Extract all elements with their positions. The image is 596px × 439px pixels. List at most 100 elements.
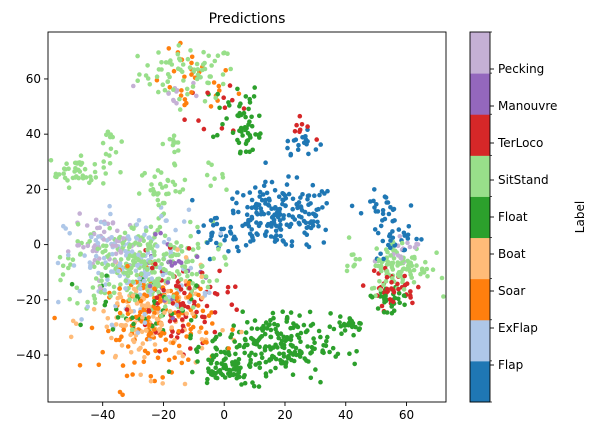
scatter-point <box>125 311 131 317</box>
scatter-point <box>109 335 114 341</box>
scatter-point <box>290 344 295 349</box>
scatter-point <box>289 239 295 244</box>
scatter-point <box>375 209 381 214</box>
scatter-point <box>119 343 125 348</box>
scatter-point <box>202 66 208 72</box>
scatter-point <box>167 85 173 90</box>
scatter-point <box>171 97 176 103</box>
scatter-point <box>269 224 274 229</box>
scatter-point <box>158 213 164 219</box>
scatter-point <box>331 326 337 332</box>
scatter-point <box>276 335 282 341</box>
scatter-point <box>288 350 294 356</box>
scatter-point <box>189 54 195 60</box>
scatter-point <box>249 197 255 203</box>
scatter-point <box>374 202 379 207</box>
scatter-point <box>399 240 405 246</box>
scatter-point <box>110 327 116 332</box>
scatter-point <box>56 299 61 305</box>
scatter-point <box>383 278 389 284</box>
scatter-point <box>130 258 136 264</box>
scatter-point <box>222 375 228 380</box>
scatter-point <box>149 276 155 281</box>
scatter-point <box>235 86 240 92</box>
scatter-point <box>200 279 206 285</box>
scatter-point <box>246 223 252 229</box>
scatter-point <box>113 322 119 327</box>
scatter-point <box>243 243 249 248</box>
scatter-point <box>286 212 292 218</box>
scatter-point <box>342 328 348 333</box>
scatter-point <box>174 302 179 308</box>
scatter-point <box>205 240 210 246</box>
scatter-point <box>96 234 101 239</box>
scatter-point <box>77 211 82 216</box>
scatter-point <box>391 255 397 261</box>
scatter-point <box>136 252 141 258</box>
scatter-point <box>116 268 121 274</box>
scatter-point <box>208 104 214 109</box>
scatter-point <box>152 310 157 316</box>
scatter-point <box>180 328 185 334</box>
scatter-point <box>416 284 421 290</box>
scatter-point <box>280 238 286 243</box>
scatter-point <box>146 309 152 314</box>
scatter-point <box>208 237 213 243</box>
scatter-point <box>203 330 209 336</box>
scatter-point <box>162 233 168 239</box>
scatter-point <box>208 74 213 79</box>
scatter-point <box>80 175 86 181</box>
scatter-point <box>290 196 296 202</box>
scatter-point <box>188 318 194 323</box>
scatter-point <box>347 351 352 357</box>
scatter-point <box>352 262 358 268</box>
scatter-point <box>188 265 194 271</box>
scatter-point <box>247 353 252 359</box>
scatter-point <box>251 383 257 389</box>
scatter-point <box>423 259 428 265</box>
scatter-point <box>319 189 325 194</box>
scatter-point <box>257 194 263 199</box>
scatter-point <box>190 324 196 330</box>
scatter-point <box>110 262 116 268</box>
scatter-point <box>180 353 186 359</box>
scatter-point <box>107 161 113 166</box>
scatter-point <box>155 227 160 233</box>
scatter-point <box>176 259 182 264</box>
scatter-point <box>159 330 165 336</box>
scatter-point <box>158 321 164 326</box>
scatter-point <box>228 224 234 230</box>
scatter-point <box>61 223 66 229</box>
scatter-point <box>284 360 289 365</box>
scatter-point <box>270 214 276 219</box>
scatter-point <box>197 329 202 335</box>
scatter-point <box>286 191 292 197</box>
scatter-point <box>257 365 263 371</box>
scatter-point <box>384 268 390 274</box>
scatter-point <box>375 230 381 236</box>
scatter-point <box>232 363 238 368</box>
scatter-point <box>160 82 166 87</box>
scatter-point <box>325 334 330 340</box>
scatter-point <box>65 178 70 183</box>
scatter-point <box>145 247 150 253</box>
scatter-point <box>167 74 172 80</box>
scatter-point <box>67 296 72 302</box>
scatter-point <box>194 283 199 288</box>
scatter-point <box>136 257 141 263</box>
scatter-point <box>171 87 176 92</box>
scatter-point <box>208 183 213 189</box>
scatter-point <box>168 333 174 339</box>
scatter-point <box>144 266 150 272</box>
scatter-point <box>414 263 419 268</box>
scatter-point <box>224 116 229 121</box>
scatter-point <box>214 240 219 246</box>
scatter-point <box>312 340 317 346</box>
scatter-point <box>175 51 181 57</box>
scatter-point <box>229 332 235 337</box>
scatter-point <box>190 84 196 89</box>
scatter-point <box>395 253 401 258</box>
scatter-point <box>260 192 266 197</box>
scatter-point <box>182 264 188 270</box>
scatter-point <box>208 218 214 223</box>
